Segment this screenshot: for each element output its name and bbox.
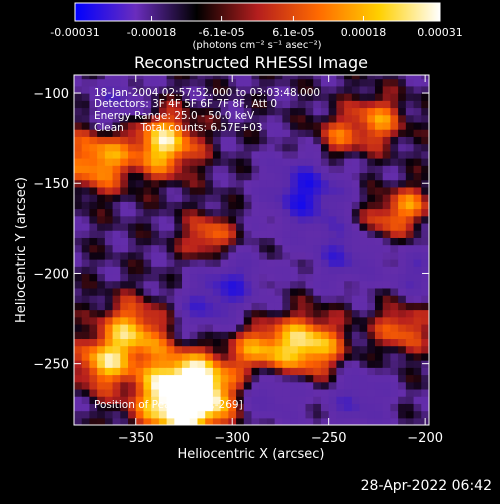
colorbar-tick-label: -0.00018: [127, 26, 176, 39]
annotation-detectors: Detectors: 3F 4F 5F 6F 7F 8F, Att 0: [94, 98, 277, 110]
plot-frame: [73, 74, 430, 426]
y-axis: −100 −150 −200 −250: [33, 87, 429, 373]
colorbar-unit-label: (photons cm⁻² s⁻¹ asec⁻²): [192, 40, 321, 51]
y-axis-label: Heliocentric Y (arcsec): [14, 177, 29, 323]
y-tick-label: −250: [33, 358, 69, 373]
x-tick-label: −200: [407, 431, 443, 446]
annotation-time-range: 18-Jan-2004 02:57:52.000 to 03:03:48.000: [94, 87, 320, 99]
x-tick-label: −250: [311, 431, 347, 446]
y-tick-label: −100: [33, 87, 69, 102]
y-tick-label: −200: [33, 267, 69, 282]
colorbar-tick-label: 6.1e-05: [272, 26, 314, 39]
x-axis: −350 −300 −250 −200: [118, 75, 443, 446]
colorbar-tick-label: 0.00031: [417, 26, 463, 39]
colorbar-gradient: [74, 2, 441, 22]
heatmap-image: [74, 75, 429, 425]
chart-title: Reconstructed RHESSI Image: [134, 53, 368, 72]
y-tick-label: −150: [33, 177, 69, 192]
colorbar-tick-label: -6.1e-05: [198, 26, 244, 39]
x-tick-label: −350: [118, 431, 154, 446]
x-tick-label: −300: [214, 431, 250, 446]
colorbar: -0.00031 -0.00018 -6.1e-05 6.1e-05 0.00018 0.…: [50, 2, 463, 51]
annotation-clean-counts: Clean Total counts: 6.57E+03: [94, 122, 263, 134]
peak-position-label: Position of Peak: [-328,-269]: [94, 399, 243, 411]
info-annotations: 18-Jan-2004 02:57:52.000 to 03:03:48.000…: [94, 87, 320, 411]
annotation-energy-range: Energy Range: 25.0 - 50.0 keV: [94, 110, 255, 122]
colorbar-ticks: -0.00031 -0.00018 -6.1e-05 6.1e-05 0.00018 0.…: [50, 16, 463, 39]
colorbar-tick-label: -0.00031: [50, 26, 99, 39]
timestamp-footer: 28-Apr-2022 06:42: [360, 478, 492, 494]
colorbar-tick-label: 0.00018: [341, 26, 387, 39]
x-axis-label: Heliocentric X (arcsec): [178, 447, 325, 462]
